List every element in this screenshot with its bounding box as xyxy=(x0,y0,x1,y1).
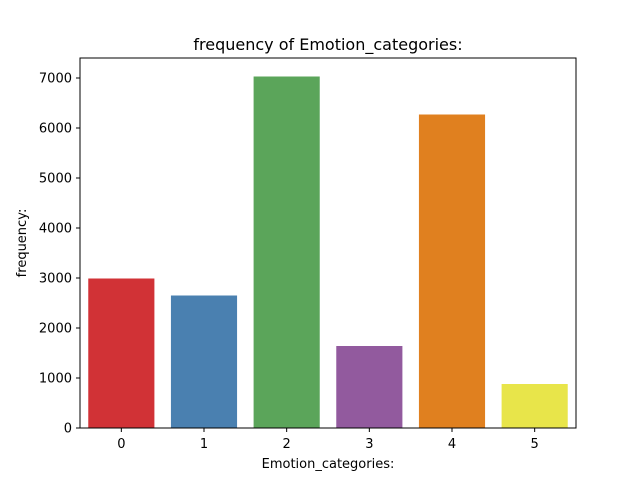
y-tick-label: 0 xyxy=(64,422,72,437)
bar-0 xyxy=(88,278,155,428)
x-tick-label: 1 xyxy=(200,437,208,452)
bar-3 xyxy=(336,346,403,428)
x-tick-label: 2 xyxy=(283,437,291,452)
x-tick-label: 4 xyxy=(448,437,456,452)
y-tick-label: 6000 xyxy=(39,122,72,137)
plot-frame xyxy=(79,57,577,429)
y-tick-label: 5000 xyxy=(39,172,72,187)
x-tick-label: 0 xyxy=(117,437,125,452)
bar-4 xyxy=(418,114,486,428)
bars-group xyxy=(88,76,568,428)
bar-5 xyxy=(501,384,568,428)
x-tick-label: 3 xyxy=(365,437,373,452)
y-tick-label: 2000 xyxy=(39,322,72,337)
x-axis-title: Emotion_categories: xyxy=(262,457,395,472)
chart-title: frequency of Emotion_categories: xyxy=(193,35,462,55)
y-tick-label: 4000 xyxy=(39,222,72,237)
y-tick-label: 1000 xyxy=(39,372,72,387)
y-axis-title: frequency: xyxy=(15,209,30,278)
x-axis-ticks: 0 1 2 3 4 5 xyxy=(117,428,539,452)
y-tick-label: 7000 xyxy=(39,72,72,87)
bar-1 xyxy=(170,295,238,428)
x-tick-label: 5 xyxy=(531,437,539,452)
y-axis-ticks: 0 1000 2000 3000 4000 5000 6000 7000 xyxy=(39,72,80,437)
y-tick-label: 3000 xyxy=(39,272,72,287)
bar-2 xyxy=(253,76,320,428)
